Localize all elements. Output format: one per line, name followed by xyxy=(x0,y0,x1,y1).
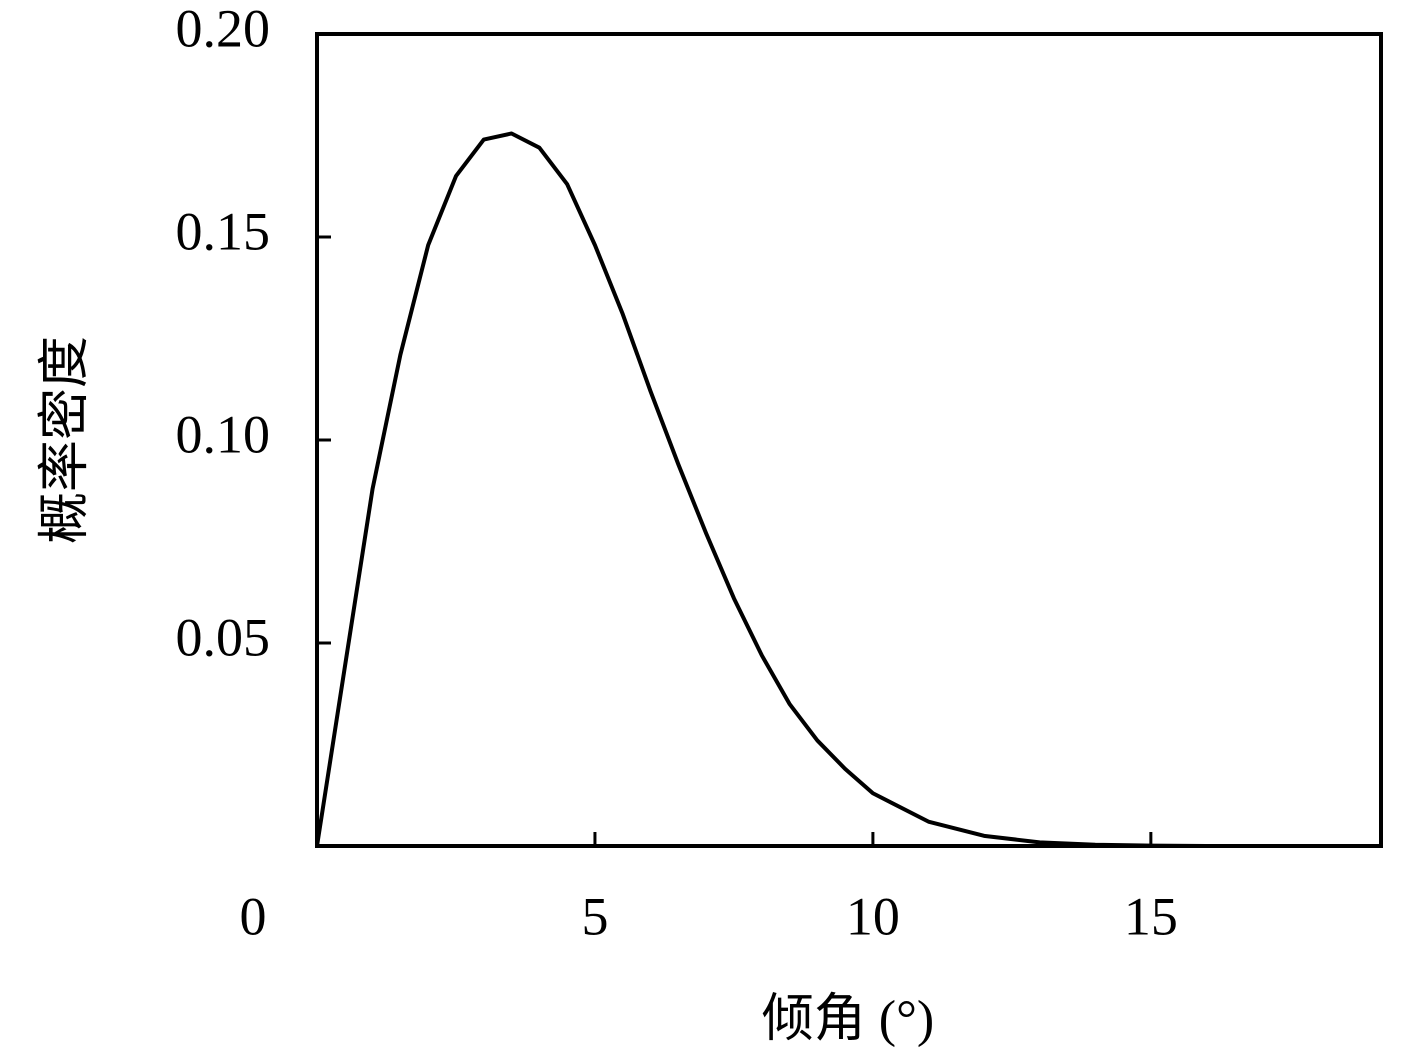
line-series xyxy=(315,131,1207,848)
x-axis-title: 倾角 (°) xyxy=(762,991,934,1048)
y-tick-label: 0.10 xyxy=(176,404,271,464)
x-tick-label: 0 xyxy=(240,886,267,946)
y-axis-title: 概率密度 xyxy=(37,336,94,544)
x-tick-label: 15 xyxy=(1124,886,1178,946)
y-tick-label: 0.20 xyxy=(176,0,271,58)
y-tick-label: 0.05 xyxy=(176,607,271,667)
y-tick-label: 0.15 xyxy=(176,201,271,261)
x-tick-label: 5 xyxy=(581,886,608,946)
plot-frame xyxy=(315,32,1383,848)
x-tick-label: 10 xyxy=(846,886,900,946)
